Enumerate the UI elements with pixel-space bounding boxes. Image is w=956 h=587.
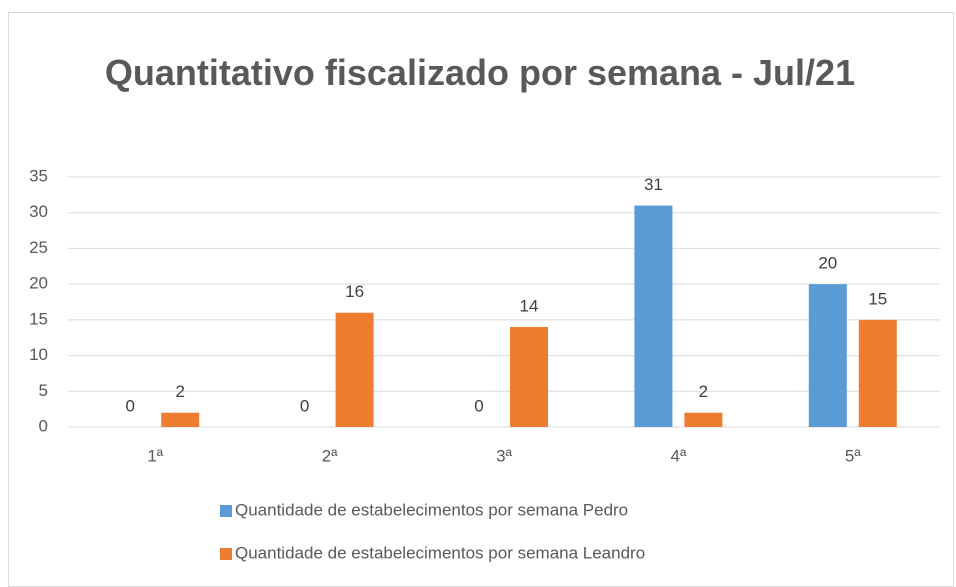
y-tick-label: 30 [29, 202, 48, 221]
legend-swatch [220, 548, 232, 560]
y-tick-label: 35 [29, 166, 48, 185]
x-tick-label: 3ª [496, 446, 512, 465]
bar [510, 327, 548, 427]
data-label: 0 [474, 396, 483, 415]
bar [634, 205, 673, 427]
legend-label: Quantidade de estabelecimentos por seman… [235, 500, 628, 519]
data-label: 2 [699, 382, 708, 401]
data-label: 16 [345, 282, 364, 301]
bar [684, 412, 723, 427]
chart-title: Quantitativo fiscalizado por semana - Ju… [104, 52, 856, 93]
data-label: 0 [300, 396, 309, 415]
bar [858, 319, 897, 427]
bar [808, 284, 847, 427]
x-tick-label: 5ª [845, 446, 861, 465]
x-tick-label: 2ª [322, 446, 338, 465]
legend-label: Quantidade de estabelecimentos por seman… [235, 543, 645, 562]
data-label: 2 [175, 382, 184, 401]
y-tick-label: 10 [29, 345, 48, 364]
y-tick-label: 5 [39, 381, 48, 400]
data-label: 14 [520, 296, 539, 315]
data-label: 0 [125, 396, 134, 415]
y-tick-label: 15 [29, 309, 48, 328]
y-tick-label: 25 [29, 238, 48, 257]
data-label: 15 [868, 289, 887, 308]
x-tick-label: 1ª [147, 446, 163, 465]
y-tick-label: 0 [39, 416, 48, 435]
data-label: 20 [818, 254, 837, 273]
bar [161, 412, 200, 427]
y-tick-label: 20 [29, 274, 48, 293]
x-tick-label: 4ª [671, 446, 687, 465]
data-label: 31 [644, 175, 663, 194]
legend-swatch [220, 505, 232, 517]
bar [335, 312, 374, 427]
